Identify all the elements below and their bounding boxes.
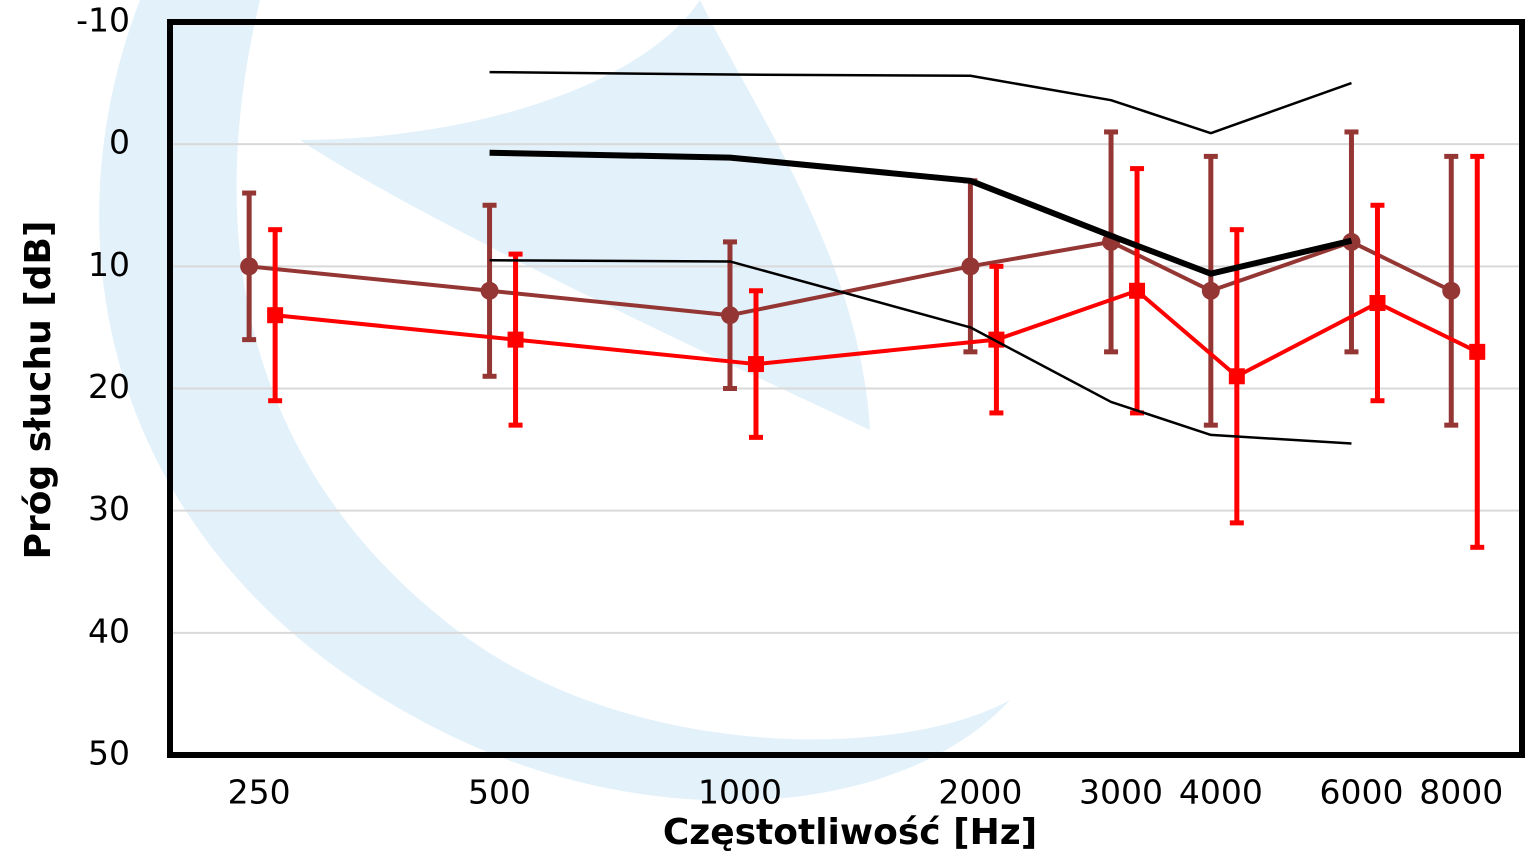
y-tick-label: 50 xyxy=(88,734,130,773)
point xyxy=(747,356,764,373)
series-line xyxy=(489,149,1353,277)
watermark xyxy=(99,0,1011,801)
series-line xyxy=(489,70,1352,135)
y-tick-label: 20 xyxy=(88,367,130,406)
x-tick-label: 250 xyxy=(228,773,291,812)
x-tick-label: 6000 xyxy=(1319,773,1403,812)
x-axis-title: Częstotliwość [Hz] xyxy=(663,812,1037,853)
x-tick-label: 4000 xyxy=(1179,773,1263,812)
point xyxy=(267,307,284,324)
y-tick-label: 40 xyxy=(88,611,130,650)
x-tick-label: 3000 xyxy=(1079,773,1163,812)
point xyxy=(1442,281,1461,300)
plot-frame xyxy=(167,19,1525,758)
y-tick-label: 30 xyxy=(88,489,130,528)
watermark-swoosh xyxy=(99,0,1011,801)
y-tick-label: -10 xyxy=(76,1,130,40)
x-tick-label: 500 xyxy=(468,773,531,812)
point xyxy=(507,331,524,348)
point xyxy=(720,306,739,325)
series-line xyxy=(248,239,1453,318)
y-axis-title: Próg słuchu [dB] xyxy=(18,221,59,560)
x-tick-label: 8000 xyxy=(1419,773,1503,812)
x-tick-label: 2000 xyxy=(938,773,1022,812)
series-line xyxy=(274,288,1479,379)
point xyxy=(240,257,259,276)
point xyxy=(961,257,980,276)
point xyxy=(1469,343,1486,360)
point xyxy=(1228,368,1245,385)
point xyxy=(1129,282,1146,299)
point xyxy=(480,281,499,300)
x-tick-label: 1000 xyxy=(698,773,782,812)
y-tick-label: 10 xyxy=(88,245,130,284)
watermark-leaf xyxy=(300,0,870,430)
point xyxy=(1201,281,1220,300)
y-tick-label: 0 xyxy=(109,123,130,162)
series-line xyxy=(489,258,1352,445)
plot xyxy=(240,70,1486,550)
point xyxy=(1369,294,1386,311)
